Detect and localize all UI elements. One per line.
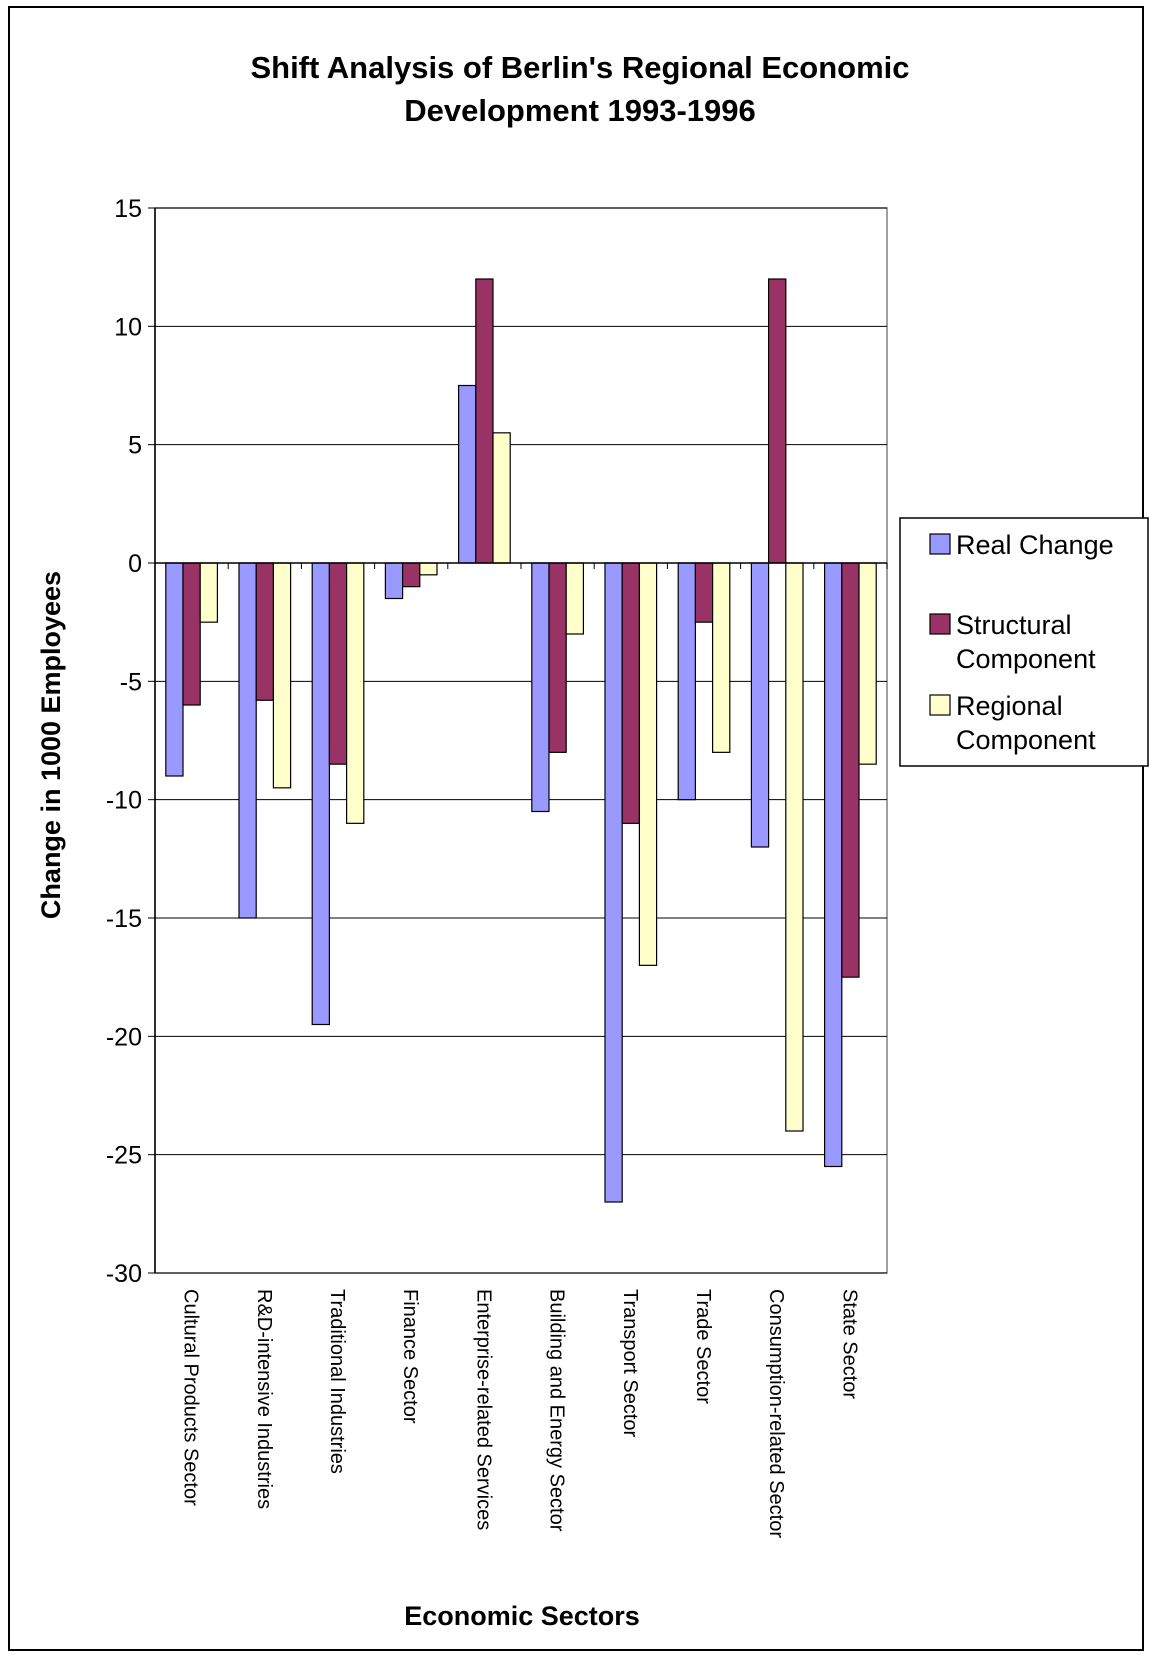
- chart-title-line-1: Shift Analysis of Berlin's Regional Econ…: [250, 50, 909, 85]
- legend-label: Component: [956, 644, 1096, 674]
- y-tick-label: 5: [128, 432, 142, 460]
- bar: [531, 562, 550, 813]
- bar: [823, 562, 843, 1168]
- bar: [272, 562, 292, 789]
- bar: [328, 562, 348, 765]
- chart-title-line-2: Development 1993-1996: [404, 93, 756, 128]
- x-category-label: Consumption-related Sector: [765, 1289, 787, 1538]
- x-category-label: Enterprise-related Services: [472, 1289, 494, 1530]
- chart-title: Shift Analysis of Berlin's Regional Econ…: [250, 50, 909, 128]
- y-tick-label: -15: [106, 905, 142, 933]
- bar: [677, 562, 696, 801]
- y-tick-label: 15: [114, 195, 142, 223]
- legend-box: [899, 517, 1149, 767]
- bar: [841, 562, 860, 978]
- legend-label: Structural: [956, 610, 1072, 640]
- y-tick-label: -30: [106, 1260, 142, 1288]
- bar: [384, 562, 404, 600]
- bar: [767, 278, 787, 564]
- bar: [750, 562, 770, 848]
- y-tick-label: 10: [114, 313, 142, 341]
- bar: [238, 562, 257, 919]
- x-category-label: Transport Sector: [619, 1289, 641, 1438]
- bar: [492, 432, 511, 564]
- y-tick-label: -5: [120, 668, 142, 696]
- bar: [419, 562, 438, 576]
- legend-swatch: [929, 694, 951, 716]
- bar: [401, 562, 421, 588]
- x-category-label: State Sector: [838, 1289, 860, 1399]
- legend-swatch: [929, 533, 951, 555]
- bar: [346, 562, 365, 824]
- y-axis-title: Change in 1000 Employees: [36, 571, 66, 919]
- x-category-label: Traditional Industries: [326, 1289, 348, 1474]
- x-category-label: Cultural Products Sector: [180, 1289, 202, 1506]
- bar: [457, 384, 477, 564]
- x-axis-title: Economic Sectors: [404, 1601, 640, 1631]
- bar: [712, 562, 731, 753]
- plot-area: 15 10 5 0 -5 -10 -15 -20 -25 -30 Cultural Products…: [106, 195, 888, 1538]
- bar: [199, 562, 219, 623]
- bar: [858, 562, 877, 765]
- x-category-label: R&D-intensive Industries: [253, 1289, 275, 1509]
- y-tick-label: 0: [128, 550, 142, 578]
- bar: [165, 562, 184, 777]
- x-category-label: Finance Sector: [399, 1289, 421, 1424]
- x-category-label: Trade Sector: [692, 1289, 714, 1404]
- bar: [311, 562, 330, 1026]
- bar: [785, 562, 804, 1132]
- legend: Real Change Structural Component Regional Co…: [899, 517, 1149, 767]
- bar: [475, 278, 494, 564]
- bar: [604, 562, 623, 1203]
- bar: [255, 562, 275, 701]
- bar: [565, 562, 585, 635]
- bar: [548, 562, 567, 753]
- y-tick-label: -10: [106, 787, 142, 815]
- bar: [182, 562, 201, 706]
- bar: [694, 562, 714, 623]
- legend-label: Component: [956, 725, 1096, 755]
- y-tick-label: -25: [106, 1142, 142, 1170]
- y-tick-label: -20: [106, 1023, 142, 1051]
- legend-swatch: [929, 613, 951, 635]
- bar: [621, 562, 641, 824]
- bar: [638, 562, 658, 966]
- legend-label: Regional: [956, 691, 1063, 721]
- x-category-label: Building and Energy Sector: [546, 1289, 568, 1532]
- legend-label: Real Change: [956, 530, 1114, 560]
